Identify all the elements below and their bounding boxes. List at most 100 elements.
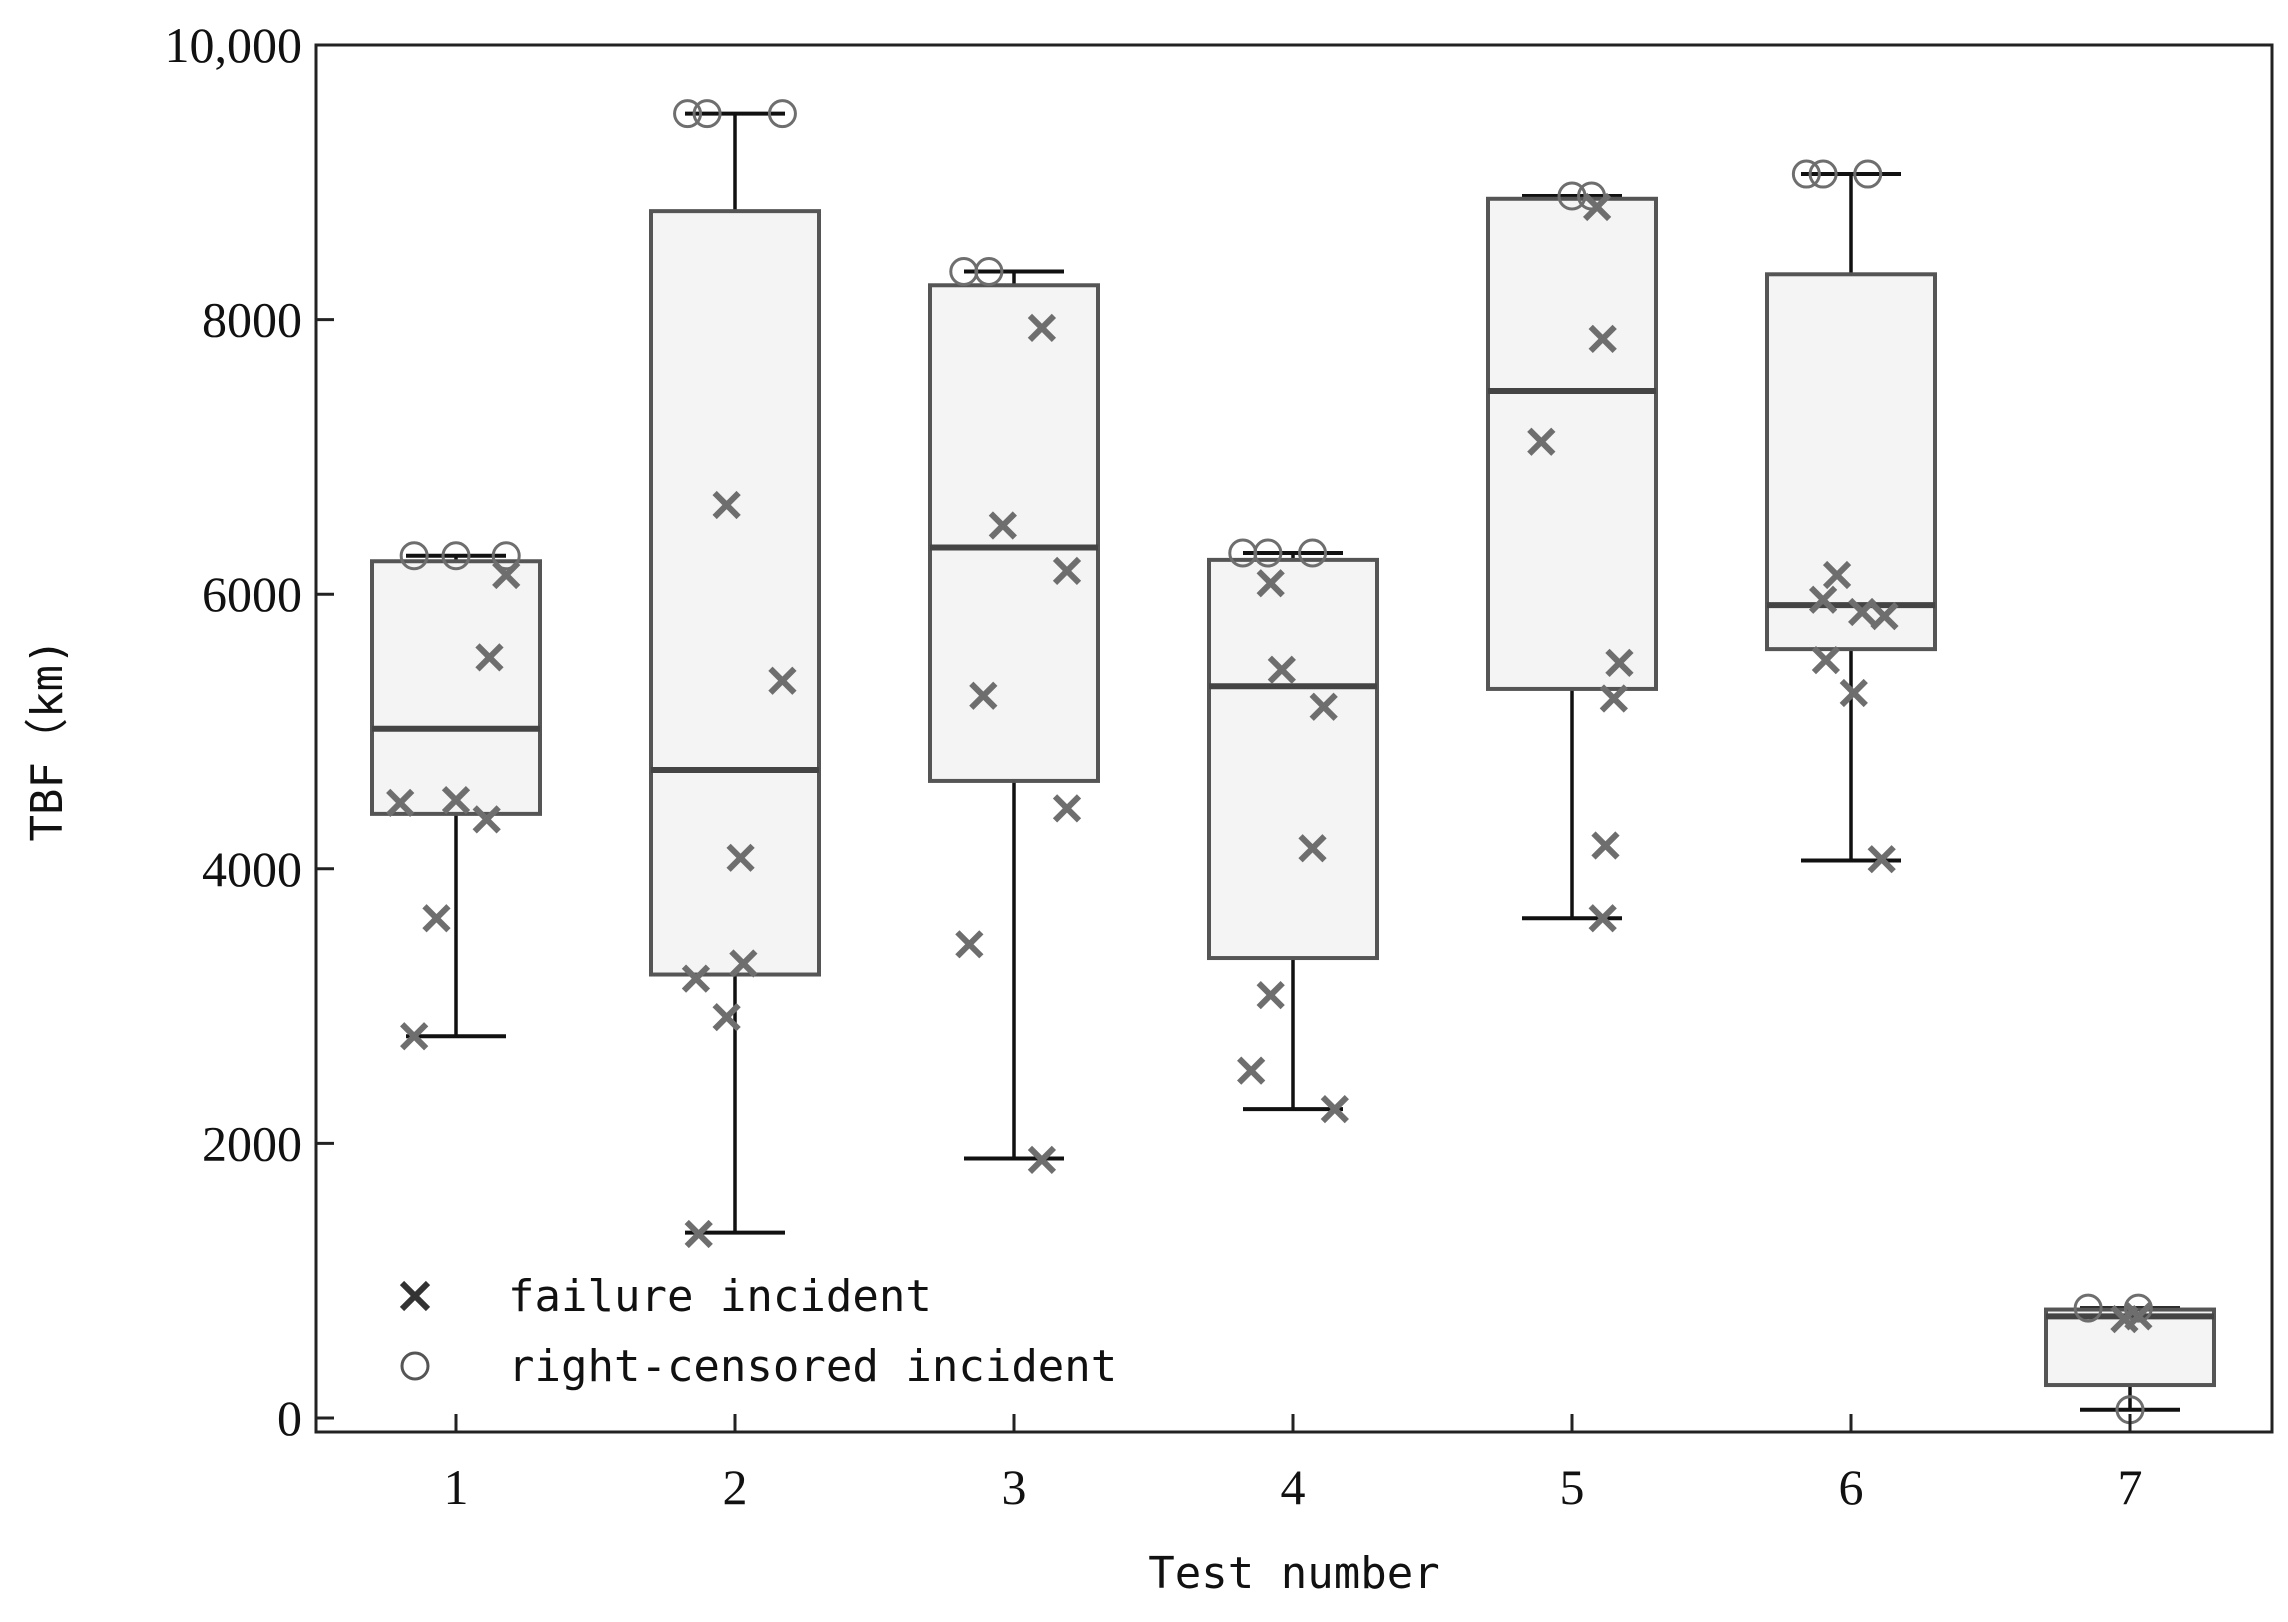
failure-marker-stroke bbox=[1811, 645, 1841, 675]
censored-marker bbox=[1557, 181, 1587, 211]
censored-marker bbox=[441, 541, 471, 571]
failure-marker-stroke bbox=[1605, 648, 1634, 677]
failure-marker-stroke bbox=[1309, 692, 1338, 721]
failure-marker-stroke bbox=[1298, 834, 1327, 863]
legend-failure-label: failure incident bbox=[508, 1271, 932, 1322]
y-axis: 0 2000 4000 6000 8000 10,000 bbox=[165, 17, 334, 1446]
box-group-test-5 bbox=[1486, 181, 1658, 933]
censored-marker bbox=[1791, 159, 1821, 189]
x-tick-label: 2 bbox=[723, 1459, 748, 1515]
failure-marker bbox=[386, 788, 415, 818]
failure-marker bbox=[1591, 831, 1620, 860]
censored-marker bbox=[767, 99, 797, 129]
failure-marker bbox=[712, 1002, 741, 1032]
x-tick-label: 4 bbox=[1281, 1459, 1306, 1515]
x-tick-label: 3 bbox=[1002, 1459, 1027, 1515]
legend: failure incident right-censored incident bbox=[399, 1271, 1117, 1392]
failure-marker-stroke bbox=[726, 843, 755, 872]
failure-marker bbox=[729, 949, 758, 978]
failure-marker-stroke bbox=[712, 1002, 741, 1032]
failure-marker bbox=[1808, 585, 1838, 614]
censored-marker bbox=[1853, 159, 1883, 189]
censored-marker bbox=[399, 541, 429, 571]
y-axis-title: TBF（km) bbox=[22, 639, 73, 842]
failure-marker-stroke bbox=[1256, 569, 1285, 598]
failure-marker bbox=[441, 786, 471, 815]
failure-marker-stroke bbox=[1867, 845, 1896, 874]
y-tick-label: 10,000 bbox=[165, 17, 303, 73]
box-group-test-2 bbox=[649, 99, 821, 1249]
iqr-box bbox=[1207, 557, 1379, 961]
failure-marker-stroke bbox=[1870, 602, 1899, 631]
failure-marker-stroke bbox=[1027, 1145, 1057, 1174]
failure-marker-stroke bbox=[1256, 980, 1285, 1010]
y-tick-label: 8000 bbox=[202, 292, 302, 348]
failure-marker-stroke bbox=[1267, 655, 1296, 684]
failure-marker bbox=[1267, 655, 1296, 684]
failure-marker bbox=[1527, 427, 1556, 456]
failure-marker-stroke bbox=[1052, 794, 1082, 823]
censored-marker bbox=[1577, 181, 1607, 211]
failure-marker bbox=[726, 843, 755, 872]
failure-marker bbox=[1599, 684, 1628, 713]
failure-marker-stroke bbox=[768, 666, 797, 695]
failure-marker-stroke bbox=[386, 788, 415, 818]
box-group-test-7 bbox=[2044, 1293, 2216, 1425]
box-group-test-3 bbox=[928, 257, 1100, 1174]
failure-marker bbox=[2124, 1302, 2153, 1331]
censored-marker bbox=[1253, 538, 1283, 568]
x-tick-label: 7 bbox=[2118, 1459, 2143, 1515]
x-axis-title: Test number bbox=[1148, 1548, 1439, 1599]
failure-marker bbox=[1870, 602, 1899, 631]
failure-marker-stroke bbox=[2124, 1302, 2153, 1331]
box-group-test-4 bbox=[1207, 538, 1379, 1124]
censored-marker bbox=[2073, 1293, 2103, 1323]
legend-censored-marker bbox=[400, 1351, 430, 1381]
failure-marker-stroke bbox=[1822, 560, 1852, 590]
failure-marker bbox=[1811, 645, 1841, 675]
failure-marker bbox=[1588, 324, 1617, 353]
failure-marker bbox=[1588, 904, 1617, 933]
legend-censored-label: right-censored incident bbox=[508, 1341, 1117, 1392]
failure-marker bbox=[1237, 1056, 1266, 1085]
failure-marker-stroke bbox=[1237, 1056, 1266, 1085]
x-tick-label: 6 bbox=[1839, 1459, 1864, 1515]
failure-marker-stroke bbox=[955, 930, 984, 959]
failure-marker-stroke bbox=[712, 490, 741, 520]
x-tick-label: 5 bbox=[1560, 1459, 1585, 1515]
failure-marker-stroke bbox=[441, 786, 471, 815]
failure-marker-stroke bbox=[1320, 1094, 1349, 1124]
failure-marker bbox=[1848, 597, 1877, 627]
failure-marker-stroke bbox=[681, 964, 711, 993]
failure-marker-stroke bbox=[1599, 684, 1628, 713]
censored-marker bbox=[1808, 159, 1838, 189]
failure-marker-stroke bbox=[684, 1219, 713, 1249]
boxes-layer bbox=[370, 99, 2216, 1425]
failure-marker bbox=[1052, 794, 1082, 823]
failure-marker bbox=[1298, 834, 1327, 863]
failure-marker bbox=[1320, 1094, 1349, 1124]
failure-marker-stroke bbox=[1839, 678, 1868, 708]
failure-marker bbox=[1822, 560, 1852, 590]
iqr-box bbox=[370, 559, 542, 816]
x-axis: 1 2 3 4 5 6 7 bbox=[444, 1414, 2143, 1515]
failure-marker bbox=[684, 1219, 713, 1249]
censored-marker bbox=[974, 257, 1004, 287]
failure-marker bbox=[955, 930, 984, 959]
failure-marker bbox=[472, 805, 501, 834]
failure-marker bbox=[1867, 845, 1896, 874]
y-tick-label: 2000 bbox=[202, 1115, 302, 1171]
failure-marker-stroke bbox=[400, 1022, 429, 1051]
failure-marker-stroke bbox=[1588, 324, 1617, 353]
y-tick-label: 4000 bbox=[202, 841, 302, 897]
failure-marker bbox=[422, 904, 451, 933]
legend-failure-marker bbox=[399, 1280, 431, 1312]
censored-marker bbox=[1298, 538, 1328, 568]
failure-marker bbox=[681, 964, 711, 993]
censored-marker bbox=[673, 99, 703, 129]
failure-marker-stroke bbox=[1052, 556, 1082, 585]
censored-marker bbox=[2123, 1293, 2153, 1323]
failure-marker bbox=[988, 511, 1017, 540]
failure-marker-stroke bbox=[1527, 427, 1556, 456]
failure-marker bbox=[712, 490, 741, 520]
